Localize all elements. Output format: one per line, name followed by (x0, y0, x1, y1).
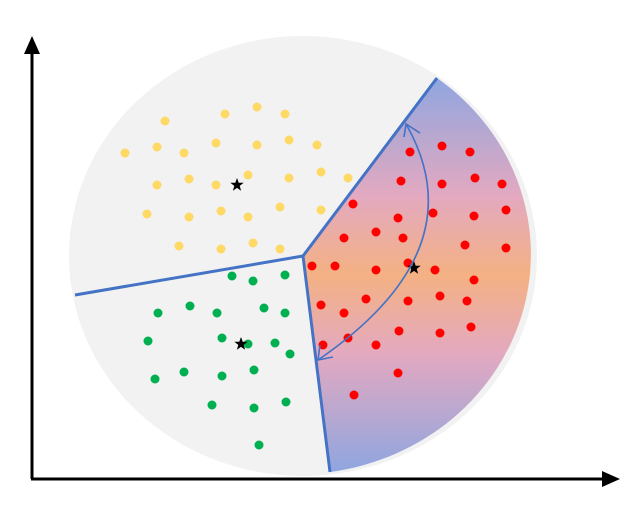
yellow-cluster (120, 102, 353, 254)
boundaries (74, 77, 439, 473)
green-cluster (143, 270, 295, 450)
x-axis-arrow (602, 471, 620, 487)
rotation-arrow (317, 122, 430, 362)
y-axis-arrow (24, 36, 40, 54)
